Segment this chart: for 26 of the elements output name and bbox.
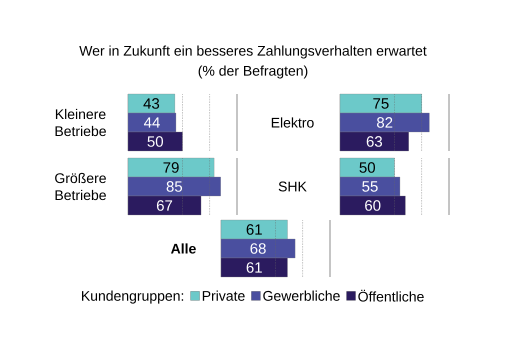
data-label: 68 xyxy=(250,243,266,254)
legend-title: Kundengruppen: xyxy=(82,290,184,304)
legend-label: Private xyxy=(202,290,245,301)
data-label: 43 xyxy=(143,98,160,109)
y-tick-label: SHK xyxy=(278,182,307,192)
data-label: 60 xyxy=(365,200,380,211)
legend-label: Gewerbliche xyxy=(263,290,340,301)
data-label: 50 xyxy=(148,136,163,147)
data-label: 61 xyxy=(246,224,262,235)
data-label: 50 xyxy=(360,162,375,173)
y-tick-label: Kleinere Betriebe xyxy=(56,108,106,136)
y-tick-label: Elektro xyxy=(272,117,314,128)
data-label: 79 xyxy=(163,162,179,173)
data-label: 67 xyxy=(156,200,172,211)
data-label: 63 xyxy=(366,136,382,147)
legend-label: Öffentliche xyxy=(358,290,424,302)
data-label: 44 xyxy=(144,117,160,128)
data-label: 55 xyxy=(362,181,378,192)
data-label: 82 xyxy=(377,117,392,128)
chart-subtitle: (% der Befragten) xyxy=(198,65,308,79)
y-tick-label: Alle xyxy=(170,243,196,254)
y-tick-label: Größere Betriebe xyxy=(55,172,106,200)
data-label: 85 xyxy=(166,181,182,192)
chart-title: Wer in Zukunft ein besseres Zahlungsverhalten erwartet xyxy=(79,45,427,59)
data-label: 61 xyxy=(246,262,262,273)
data-label: 75 xyxy=(373,98,389,109)
